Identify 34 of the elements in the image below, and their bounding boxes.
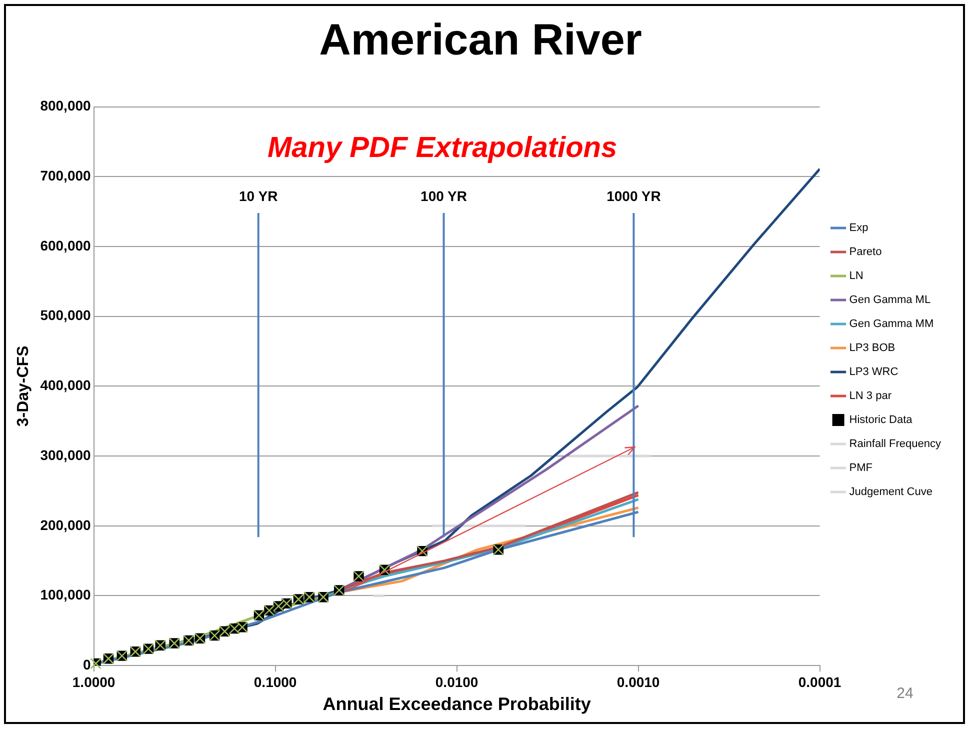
legend-label: LP3 WRC — [849, 366, 898, 378]
y-tick-label: 700,000 — [40, 168, 92, 184]
x-tick-label: 1.0000 — [72, 674, 116, 690]
text: 24 — [896, 685, 914, 702]
legend-label: PMF — [849, 462, 873, 474]
ref-line-label: 100 YR — [420, 188, 467, 204]
legend-label: Exp — [849, 222, 868, 234]
x-tick-label: 0.0100 — [435, 674, 478, 690]
y-tick-label: 100,000 — [40, 586, 92, 603]
y-tick-label: 400,000 — [40, 377, 92, 394]
y-tick-label: 600,000 — [40, 237, 92, 254]
x-axis-title: Annual Exceedance Probability — [322, 694, 591, 714]
y-tick-label: 0 — [83, 656, 92, 672]
annotation: Many PDF Extrapolations — [267, 132, 618, 164]
y-tick-label: 200,000 — [40, 516, 92, 533]
legend-label: LN — [849, 270, 864, 282]
legend-label: Pareto — [849, 246, 882, 258]
y-tick-label: 800,000 — [40, 98, 92, 114]
chart-title: American River — [319, 16, 642, 65]
x-tick-label: 0.0010 — [616, 674, 660, 690]
legend-label: LP3 BOB — [849, 342, 896, 354]
x-tick-label: 0.1000 — [254, 674, 297, 690]
legend-label: LN 3 par — [849, 390, 892, 402]
legend-label: Judgement Cuve — [849, 486, 932, 498]
y-tick-label: 500,000 — [40, 307, 92, 324]
ref-line-label: 1000 YR — [606, 188, 661, 204]
legend-label: Historic Data — [849, 414, 914, 426]
x-tick-label: 0.0001 — [798, 674, 842, 690]
legend-label: Gen Gamma MM — [849, 318, 934, 330]
ref-line-label: 10 YR — [239, 188, 278, 204]
legend-label: Rainfall Frequency — [849, 438, 942, 450]
legend-label: Gen Gamma ML — [849, 294, 931, 306]
y-axis-title: 3-Day-CFS — [15, 345, 32, 427]
y-tick-label: 300,000 — [40, 446, 92, 463]
